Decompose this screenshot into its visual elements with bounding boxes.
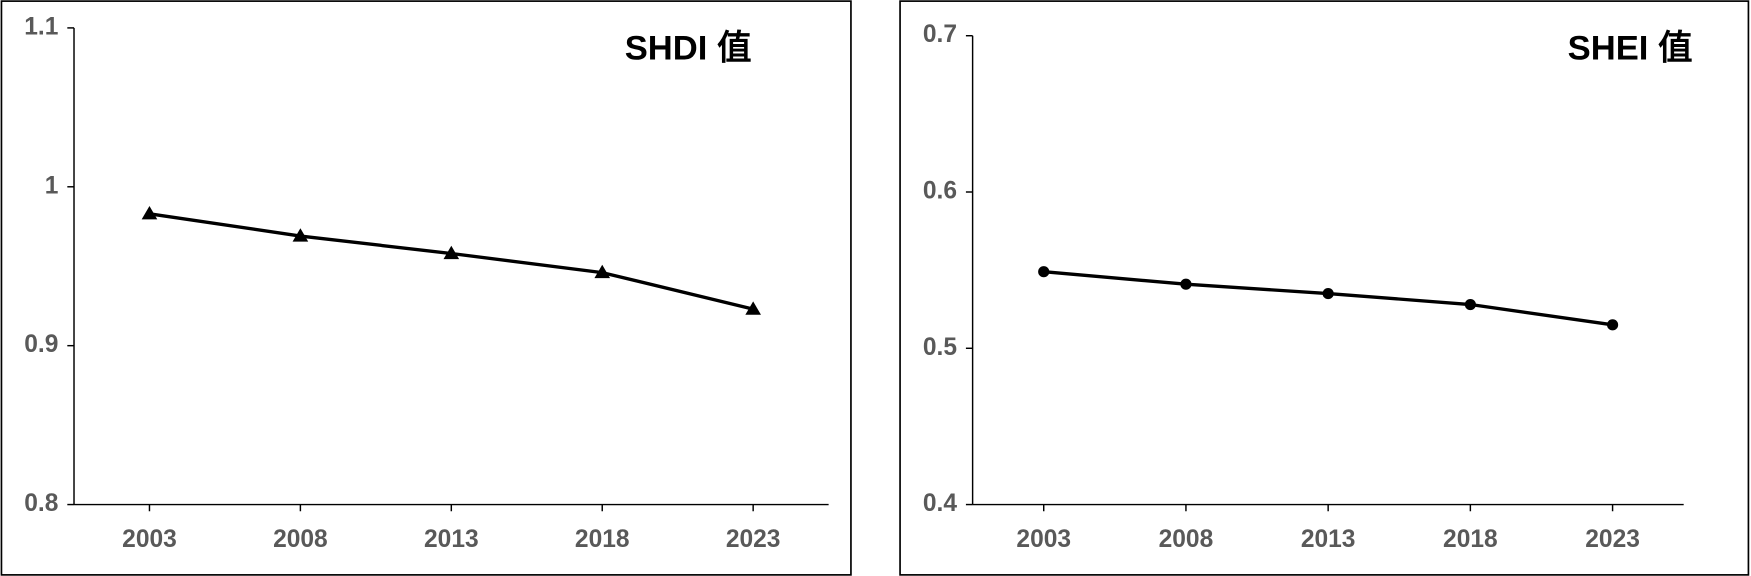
y-tick-label: 1.1 <box>24 13 58 40</box>
panel-frame <box>899 0 1750 576</box>
x-tick-label: 2023 <box>726 526 781 553</box>
x-tick-label: 2013 <box>424 526 479 553</box>
chart-title: SHDI 值 <box>625 29 752 67</box>
data-marker <box>1038 266 1050 278</box>
y-tick-label: 1 <box>45 172 59 199</box>
panel-frame <box>0 0 852 576</box>
data-marker <box>594 264 611 279</box>
x-tick-label: 2013 <box>1301 526 1356 553</box>
data-marker <box>1464 298 1476 311</box>
x-tick-label: 2008 <box>273 526 328 553</box>
data-marker <box>745 301 761 315</box>
data-marker <box>1606 319 1619 331</box>
x-tick-label: 2003 <box>1016 526 1071 553</box>
x-tick-label: 2018 <box>1443 526 1498 553</box>
x-tick-label: 2003 <box>122 526 177 553</box>
y-tick-label: 0.4 <box>923 490 957 517</box>
data-marker <box>1180 278 1192 290</box>
x-tick-label: 2018 <box>575 526 630 553</box>
data-marker <box>443 245 460 260</box>
y-tick-label: 0.6 <box>923 177 957 204</box>
chart-title: SHEI 值 <box>1568 29 1693 67</box>
data-marker <box>1322 288 1334 300</box>
x-tick-label: 2008 <box>1159 526 1214 553</box>
x-tick-label: 2023 <box>1585 526 1640 553</box>
data-marker <box>292 228 309 242</box>
y-tick-label: 0.5 <box>923 334 957 361</box>
y-tick-label: 0.8 <box>24 490 58 517</box>
y-tick-label: 0.7 <box>923 21 957 48</box>
data-marker <box>141 205 158 220</box>
y-tick-label: 0.9 <box>24 331 58 358</box>
